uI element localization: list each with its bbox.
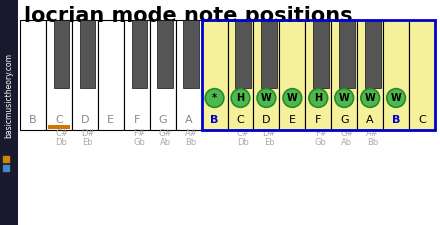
Bar: [54, 20, 69, 88]
Text: A#: A#: [367, 129, 379, 138]
Text: B: B: [29, 115, 37, 125]
Text: G: G: [158, 115, 167, 125]
Bar: [235, 20, 251, 88]
Text: C: C: [55, 115, 63, 125]
Bar: [3, 165, 9, 171]
Text: H: H: [236, 93, 245, 103]
Text: Bb: Bb: [186, 138, 197, 147]
Text: D: D: [81, 115, 89, 125]
Text: G: G: [340, 115, 348, 125]
Bar: [202, 20, 227, 130]
Text: W: W: [287, 93, 298, 103]
Text: A#: A#: [185, 129, 198, 138]
Text: C: C: [237, 115, 244, 125]
Bar: [72, 20, 98, 130]
Bar: [409, 20, 435, 130]
Text: Bb: Bb: [367, 138, 378, 147]
Text: *: *: [212, 93, 217, 103]
Text: W: W: [339, 93, 350, 103]
Bar: [20, 20, 46, 130]
Text: W: W: [261, 93, 272, 103]
Bar: [124, 20, 150, 130]
Text: B: B: [210, 115, 219, 125]
Text: Ab: Ab: [160, 138, 171, 147]
Text: W: W: [391, 93, 401, 103]
Circle shape: [361, 89, 379, 107]
Bar: [0, 0, 18, 225]
Circle shape: [335, 89, 354, 107]
Text: G#: G#: [158, 129, 172, 138]
Bar: [3, 156, 9, 162]
Bar: [158, 20, 173, 88]
Text: F: F: [315, 115, 322, 125]
Text: A: A: [185, 115, 192, 125]
Bar: [48, 125, 70, 129]
Bar: [365, 20, 381, 88]
Text: A: A: [367, 115, 374, 125]
Text: Eb: Eb: [82, 138, 93, 147]
Bar: [339, 20, 355, 88]
Text: D#: D#: [262, 129, 276, 138]
Bar: [98, 20, 124, 130]
Text: Ab: Ab: [341, 138, 352, 147]
Text: C#: C#: [55, 129, 68, 138]
Bar: [46, 20, 72, 130]
Text: Db: Db: [55, 138, 67, 147]
Text: Gb: Gb: [315, 138, 327, 147]
Bar: [227, 20, 253, 130]
Text: C: C: [418, 115, 426, 125]
Bar: [202, 20, 435, 130]
Bar: [202, 20, 435, 130]
Bar: [357, 20, 383, 130]
Bar: [176, 20, 202, 130]
Text: Gb: Gb: [133, 138, 145, 147]
Text: Db: Db: [237, 138, 249, 147]
Text: E: E: [107, 115, 114, 125]
Bar: [261, 20, 277, 88]
Circle shape: [387, 89, 405, 107]
Circle shape: [283, 89, 302, 107]
Bar: [253, 20, 279, 130]
Bar: [279, 20, 305, 130]
Text: F#: F#: [315, 129, 327, 138]
Bar: [305, 20, 331, 130]
Bar: [150, 20, 176, 130]
Bar: [183, 20, 199, 88]
Bar: [383, 20, 409, 130]
Circle shape: [309, 89, 328, 107]
Circle shape: [205, 89, 224, 107]
Bar: [313, 20, 329, 88]
Bar: [80, 20, 95, 88]
Text: E: E: [289, 115, 296, 125]
Text: F: F: [133, 115, 140, 125]
Text: D: D: [262, 115, 271, 125]
Text: locrian mode note positions: locrian mode note positions: [24, 6, 352, 26]
Text: F#: F#: [133, 129, 145, 138]
Text: basicmusictheory.com: basicmusictheory.com: [4, 52, 14, 137]
Bar: [331, 20, 357, 130]
Text: C#: C#: [237, 129, 249, 138]
Text: Eb: Eb: [264, 138, 274, 147]
Circle shape: [231, 89, 250, 107]
Text: B: B: [392, 115, 400, 125]
Bar: [132, 20, 147, 88]
Text: W: W: [365, 93, 375, 103]
Text: H: H: [314, 93, 323, 103]
Circle shape: [257, 89, 276, 107]
Text: D#: D#: [81, 129, 94, 138]
Text: G#: G#: [340, 129, 354, 138]
